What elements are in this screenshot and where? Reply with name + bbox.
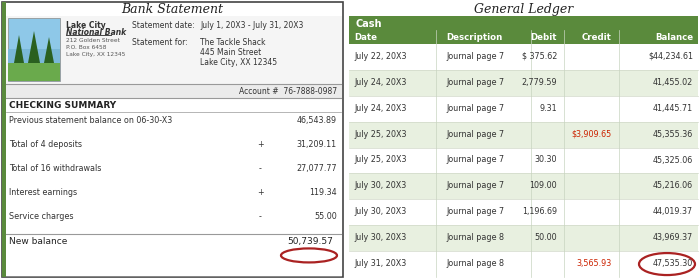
Text: 44,019.37: 44,019.37 [653, 207, 693, 216]
Text: Credit: Credit [582, 33, 612, 42]
Text: +: + [257, 188, 263, 197]
FancyBboxPatch shape [8, 49, 60, 80]
Text: Lake City: Lake City [66, 21, 106, 30]
FancyBboxPatch shape [349, 30, 698, 44]
Text: New balance: New balance [9, 237, 67, 246]
Text: July 30, 20X3: July 30, 20X3 [354, 207, 406, 216]
Text: July 30, 20X3: July 30, 20X3 [354, 233, 406, 242]
Text: 55.00: 55.00 [314, 212, 337, 221]
Text: -: - [258, 212, 261, 221]
Polygon shape [14, 35, 24, 63]
Text: July 30, 20X3: July 30, 20X3 [354, 181, 406, 190]
Text: CHECKING SUMMARY: CHECKING SUMMARY [9, 101, 116, 110]
Text: 109.00: 109.00 [529, 181, 557, 190]
Text: Journal page 7: Journal page 7 [446, 207, 504, 216]
FancyBboxPatch shape [2, 2, 343, 277]
Text: 2,779.59: 2,779.59 [522, 78, 557, 87]
Text: 31,209.11: 31,209.11 [297, 140, 337, 149]
Text: 27,077.77: 27,077.77 [296, 164, 337, 173]
FancyBboxPatch shape [6, 16, 342, 84]
Text: 212 Golden Street: 212 Golden Street [66, 38, 120, 43]
Text: 1,196.69: 1,196.69 [522, 207, 557, 216]
Text: Journal page 7: Journal page 7 [446, 181, 504, 190]
Text: July 25, 20X3: July 25, 20X3 [354, 130, 407, 139]
Text: General Ledger: General Ledger [474, 3, 573, 16]
FancyBboxPatch shape [349, 251, 698, 277]
Text: Interest earnings: Interest earnings [9, 188, 77, 197]
Text: Cash: Cash [355, 19, 382, 29]
FancyBboxPatch shape [349, 70, 698, 96]
Polygon shape [28, 31, 40, 63]
Text: 43,969.37: 43,969.37 [652, 233, 693, 242]
Text: Journal page 7: Journal page 7 [446, 78, 504, 87]
Text: 47,535.30: 47,535.30 [652, 259, 693, 268]
Text: 50,739.57: 50,739.57 [287, 237, 333, 246]
Text: 9.31: 9.31 [540, 104, 557, 113]
Text: Journal page 7: Journal page 7 [446, 104, 504, 113]
FancyBboxPatch shape [349, 44, 698, 70]
FancyBboxPatch shape [8, 18, 60, 81]
Text: Journal page 8: Journal page 8 [446, 233, 504, 242]
Text: P.O. Box 6458: P.O. Box 6458 [66, 45, 106, 50]
FancyBboxPatch shape [349, 96, 698, 122]
Text: July 25, 20X3: July 25, 20X3 [354, 155, 407, 165]
Text: $3,909.65: $3,909.65 [572, 130, 612, 139]
Text: Description: Description [446, 33, 503, 42]
Text: Statement date:: Statement date: [132, 21, 195, 30]
FancyBboxPatch shape [349, 225, 698, 251]
FancyBboxPatch shape [8, 63, 60, 81]
Text: -: - [258, 164, 261, 173]
Text: 30.30: 30.30 [535, 155, 557, 165]
Text: Date: Date [354, 33, 377, 42]
Polygon shape [44, 37, 54, 63]
Text: 46,543.89: 46,543.89 [297, 116, 337, 125]
Text: Journal page 7: Journal page 7 [446, 155, 504, 165]
FancyBboxPatch shape [2, 2, 6, 277]
Text: Debit: Debit [531, 33, 557, 42]
Text: 41,455.02: 41,455.02 [652, 78, 693, 87]
Text: 3,565.93: 3,565.93 [577, 259, 612, 268]
Text: 41,445.71: 41,445.71 [653, 104, 693, 113]
FancyBboxPatch shape [349, 174, 698, 199]
Text: 50.00: 50.00 [534, 233, 557, 242]
Text: National Bank: National Bank [66, 28, 126, 37]
Text: July 24, 20X3: July 24, 20X3 [354, 104, 407, 113]
Text: Journal page 7: Journal page 7 [446, 130, 504, 139]
Text: 445 Main Street: 445 Main Street [200, 48, 261, 57]
Text: +: + [257, 140, 263, 149]
Text: Lake City, XX 12345: Lake City, XX 12345 [200, 58, 277, 67]
Text: 45,355.36: 45,355.36 [652, 130, 693, 139]
Text: Total of 4 deposits: Total of 4 deposits [9, 140, 82, 149]
FancyBboxPatch shape [6, 84, 342, 98]
Text: Journal page 7: Journal page 7 [446, 52, 504, 61]
Text: 119.34: 119.34 [309, 188, 337, 197]
Text: $ 375.62: $ 375.62 [522, 52, 557, 61]
FancyBboxPatch shape [349, 2, 698, 277]
Text: Service charges: Service charges [9, 212, 74, 221]
Text: July 22, 20X3: July 22, 20X3 [354, 52, 407, 61]
Text: July 24, 20X3: July 24, 20X3 [354, 78, 407, 87]
Text: July 1, 20X3 - July 31, 20X3: July 1, 20X3 - July 31, 20X3 [200, 21, 303, 30]
Text: $44,234.61: $44,234.61 [648, 52, 693, 61]
Text: Journal page 8: Journal page 8 [446, 259, 504, 268]
Text: Total of 16 withdrawals: Total of 16 withdrawals [9, 164, 101, 173]
Text: July 31, 20X3: July 31, 20X3 [354, 259, 406, 268]
Text: Lake City, XX 12345: Lake City, XX 12345 [66, 52, 125, 57]
Text: 45,216.06: 45,216.06 [653, 181, 693, 190]
Text: Bank Statement: Bank Statement [122, 3, 223, 16]
FancyBboxPatch shape [349, 148, 698, 174]
Text: Statement for:: Statement for: [132, 38, 188, 47]
Text: 45,325.06: 45,325.06 [652, 155, 693, 165]
Text: Previous statement balance on 06-30-X3: Previous statement balance on 06-30-X3 [9, 116, 172, 125]
Text: Balance: Balance [655, 33, 693, 42]
Text: The Tackle Shack: The Tackle Shack [200, 38, 265, 47]
FancyBboxPatch shape [349, 122, 698, 148]
Text: Account #  76-7888-0987: Account # 76-7888-0987 [239, 87, 337, 96]
FancyBboxPatch shape [349, 16, 698, 30]
FancyBboxPatch shape [349, 199, 698, 225]
